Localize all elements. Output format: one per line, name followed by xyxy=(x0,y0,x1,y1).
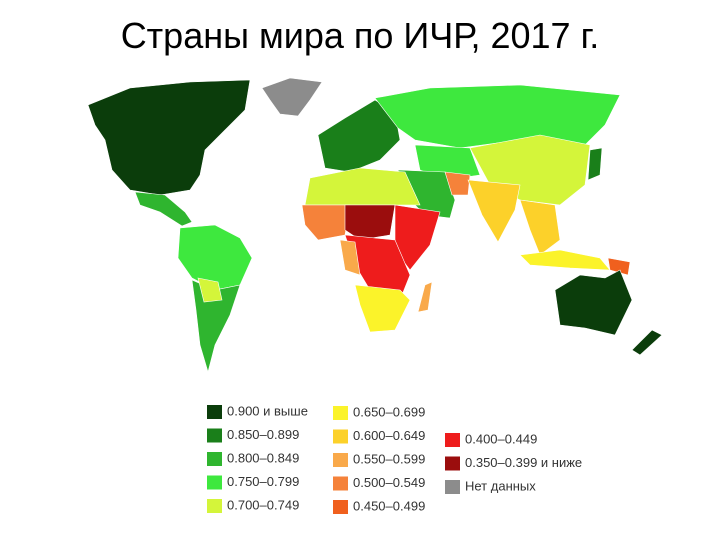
legend-label: 0.450–0.499 xyxy=(353,498,425,513)
legend-swatch xyxy=(445,480,460,494)
new-zealand xyxy=(631,329,663,356)
legend-label: 0.900 и выше xyxy=(227,403,308,418)
europe xyxy=(317,99,401,173)
legend-swatch xyxy=(333,453,348,467)
iran-area xyxy=(444,171,471,196)
legend-swatch xyxy=(445,433,460,447)
north-america xyxy=(87,79,251,196)
southeast-asia xyxy=(519,199,561,256)
legend-swatch xyxy=(207,475,222,490)
legend-label: 0.750–0.799 xyxy=(227,474,299,489)
legend-swatch xyxy=(333,476,348,491)
southern-africa xyxy=(354,284,411,333)
legend-label: 0.400–0.449 xyxy=(465,431,537,446)
sahel xyxy=(344,204,396,241)
legend-swatch xyxy=(207,405,222,419)
legend-label: 0.600–0.649 xyxy=(353,428,425,443)
gabon-area xyxy=(339,239,361,276)
legend-label: 0.850–0.899 xyxy=(227,427,299,442)
legend-swatch xyxy=(333,429,348,444)
australia xyxy=(554,269,633,336)
legend-label: 0.500–0.549 xyxy=(353,475,425,490)
legend-label: 0.550–0.599 xyxy=(353,451,425,466)
legend-swatch xyxy=(333,406,348,420)
legend: 0.900 и выше 0.850–0.899 0.800–0.849 0.750–… xyxy=(207,403,582,514)
madagascar xyxy=(417,281,433,313)
japan xyxy=(587,147,603,181)
legend-swatch xyxy=(445,456,460,471)
legend-swatch xyxy=(333,500,348,514)
south-america-south xyxy=(191,279,241,374)
png xyxy=(607,257,631,276)
legend-swatch xyxy=(207,499,222,513)
greenland xyxy=(261,77,323,117)
bolivia xyxy=(197,277,223,303)
legend-label: 0.700–0.749 xyxy=(227,497,299,512)
legend-label: 0.350–0.399 и ниже xyxy=(465,455,582,470)
west-africa xyxy=(301,204,351,241)
central-america xyxy=(134,191,193,227)
legend-swatch xyxy=(207,428,222,443)
legend-label: Нет данных xyxy=(465,478,536,493)
india xyxy=(467,179,521,243)
legend-label: 0.800–0.849 xyxy=(227,450,299,465)
world-map xyxy=(87,77,663,374)
legend-swatch xyxy=(207,452,222,466)
title: Страны мира по ИЧР, 2017 г. xyxy=(121,15,600,56)
legend-label: 0.650–0.699 xyxy=(353,404,425,419)
